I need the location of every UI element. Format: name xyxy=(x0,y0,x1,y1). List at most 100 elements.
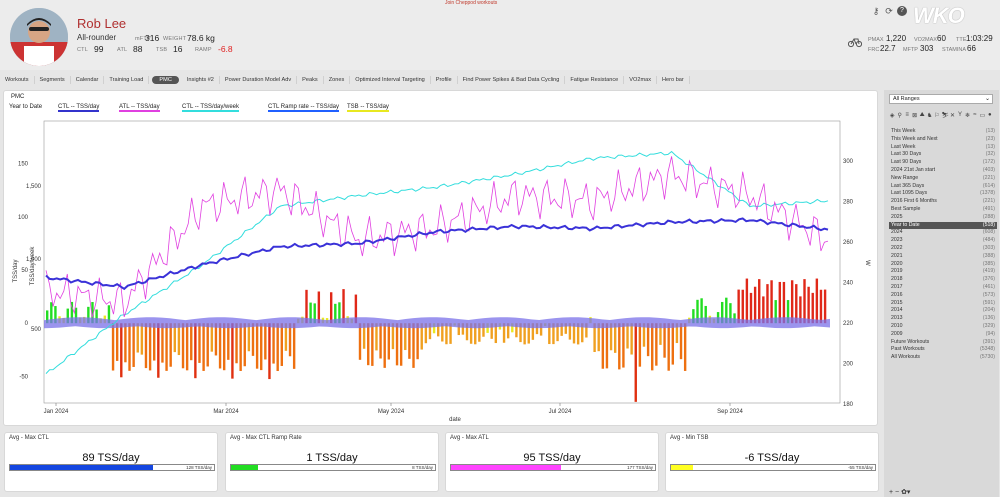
tab-workouts[interactable]: Workouts xyxy=(0,76,35,84)
cross-icon[interactable]: ✕ xyxy=(950,112,956,119)
range-item[interactable]: 2024 21st Jan start (403) xyxy=(889,167,997,175)
legend-item[interactable]: CTL -- TSS/day xyxy=(58,104,100,112)
range-label: 2025 xyxy=(891,213,903,220)
range-item[interactable]: 2015 (591) xyxy=(889,300,997,308)
tab-pmc[interactable]: PMC xyxy=(152,76,179,84)
sync-icon[interactable]: ⟳ xyxy=(885,6,893,16)
car-icon[interactable]: ▭ xyxy=(979,112,986,119)
range-item[interactable]: All Workouts (5730) xyxy=(889,354,997,362)
bike-filter-icon[interactable]: ⚲ xyxy=(897,112,902,119)
tsb-bar xyxy=(552,323,555,345)
tsb-bar xyxy=(235,323,238,364)
range-item[interactable]: Last 1095 Days (1378) xyxy=(889,190,997,198)
tab-peaks[interactable]: Peaks xyxy=(297,76,324,84)
tsb-bar xyxy=(272,323,275,364)
range-item[interactable]: 2023 (484) xyxy=(889,237,997,245)
walk-icon[interactable]: ⚐ xyxy=(934,112,940,119)
weight-label: WEIGHT xyxy=(163,36,187,42)
row-icon[interactable]: Y xyxy=(957,112,962,118)
range-label: Last 1095 Days xyxy=(891,190,928,197)
pmc-chart[interactable]: 150100500-501,5001,000500300280260240220… xyxy=(4,91,879,427)
range-item[interactable]: 2020 (385) xyxy=(889,261,997,269)
legend-item[interactable]: ATL -- TSS/day xyxy=(119,104,160,112)
card-bar: 177 TSS/day xyxy=(450,464,656,471)
tab-calendar[interactable]: Calendar xyxy=(71,76,105,84)
tsb-bar xyxy=(622,323,625,368)
other-icon[interactable]: ● xyxy=(988,112,992,118)
range-item[interactable]: 2009 (94) xyxy=(889,331,997,339)
tab-fatigue-resistance[interactable]: Fatigue Resistance xyxy=(565,76,625,84)
snow-icon[interactable]: ❄ xyxy=(964,112,970,119)
side-panel-footer[interactable]: + − ✿▾ xyxy=(889,489,911,496)
tab-vo2max[interactable]: VO2max xyxy=(624,76,658,84)
legend-item[interactable]: CTL -- TSS/day/week xyxy=(182,104,240,112)
bike-icon[interactable]: ⊠ xyxy=(912,112,918,119)
tsb-bar xyxy=(581,323,584,343)
range-item[interactable]: 2024 (608) xyxy=(889,229,997,237)
tab-hero-bar[interactable]: Hero bar xyxy=(657,76,690,84)
key-icon[interactable]: ⚷ xyxy=(872,6,880,16)
tab-zones[interactable]: Zones xyxy=(324,76,351,84)
range-item[interactable]: Best Sample (491) xyxy=(889,206,997,214)
range-item[interactable]: 2016 First 6 Months (221) xyxy=(889,198,997,206)
tab-training-load[interactable]: Training Load xyxy=(104,76,150,84)
range-item[interactable]: 2022 (303) xyxy=(889,245,997,253)
range-item[interactable]: 2016 (573) xyxy=(889,292,997,300)
range-item[interactable]: Last 90 Days (172) xyxy=(889,159,997,167)
range-item[interactable]: New Range (221) xyxy=(889,175,997,183)
legend-item[interactable]: CTL Ramp rate -- TSS/day xyxy=(268,104,340,112)
tsb-bar xyxy=(527,323,530,344)
tsb-bar xyxy=(766,284,769,324)
range-item[interactable]: Last 365 Days (614) xyxy=(889,183,997,191)
tsb-bar xyxy=(214,323,218,356)
list-icon[interactable]: ≡ xyxy=(905,112,909,118)
athlete-name: Rob Lee xyxy=(77,16,127,31)
tsb-bar xyxy=(457,323,460,336)
range-item[interactable]: 2010 (329) xyxy=(889,323,997,331)
legend-item[interactable]: TSB -- TSS/day xyxy=(347,104,389,112)
vo2max-label: VO2MAX xyxy=(914,37,937,43)
range-item[interactable]: 2018 (376) xyxy=(889,276,997,284)
range-item[interactable]: 2025 (288) xyxy=(889,214,997,222)
tab-segments[interactable]: Segments xyxy=(35,76,71,84)
range-item[interactable]: 2021 (388) xyxy=(889,253,997,261)
tsb-bar xyxy=(111,323,115,371)
range-item[interactable]: Past Workouts (5348) xyxy=(889,346,997,354)
tsb-bar xyxy=(564,323,567,334)
range-filter-select[interactable]: All Ranges ⌄ xyxy=(889,94,993,104)
swim-icon[interactable]: ≈ xyxy=(973,112,977,118)
range-item[interactable]: This Week and Next (23) xyxy=(889,136,997,144)
tab-optimized-interval-targeting[interactable]: Optimized Interval Targeting xyxy=(350,76,431,84)
range-item[interactable]: This Week (13) xyxy=(889,128,997,136)
avatar[interactable] xyxy=(10,8,68,66)
card-bar-fill xyxy=(451,465,562,470)
tsb-bar xyxy=(95,309,98,324)
range-item[interactable]: 2019 (419) xyxy=(889,268,997,276)
range-item[interactable]: 2013 (136) xyxy=(889,315,997,323)
mountain-icon[interactable]: ⛰ xyxy=(919,111,925,118)
ski-icon[interactable]: ⛷ xyxy=(941,112,949,119)
range-item[interactable]: 2014 (204) xyxy=(889,307,997,315)
x-tick-label: Jul 2024 xyxy=(549,409,572,415)
tsb-bar xyxy=(696,299,699,324)
tsb-bar xyxy=(243,323,246,367)
ramp-rate-band xyxy=(44,317,830,329)
range-item[interactable]: Future Workouts (391) xyxy=(889,339,997,347)
all-sports-icon[interactable]: ◈ xyxy=(889,112,895,119)
range-count: (136) xyxy=(982,315,995,322)
tab-profile[interactable]: Profile xyxy=(431,76,458,84)
range-item[interactable]: Last Week (13) xyxy=(889,144,997,152)
tab-power-duration-model-adv[interactable]: Power Duration Model Adv xyxy=(220,76,298,84)
help-icon[interactable]: ? xyxy=(897,6,907,16)
top-link[interactable]: Join Cheppod workouts xyxy=(445,0,498,6)
tsb-bar xyxy=(803,279,806,324)
tsb-bar xyxy=(506,323,510,339)
run-icon[interactable]: ♞ xyxy=(926,112,933,119)
range-item[interactable]: 2017 (461) xyxy=(889,284,997,292)
tab-find-power-spikes-bad-data-cycling[interactable]: Find Power Spikes & Bad Data Cycling xyxy=(458,76,566,84)
mftp-label: mFTP xyxy=(135,36,151,42)
range-item[interactable]: Year to Date (518) xyxy=(889,221,997,230)
card-title: Avg - Max CTL Ramp Rate xyxy=(230,435,302,441)
range-item[interactable]: Last 30 Days (32) xyxy=(889,151,997,159)
tab-insights-2[interactable]: Insights #2 xyxy=(182,76,220,84)
